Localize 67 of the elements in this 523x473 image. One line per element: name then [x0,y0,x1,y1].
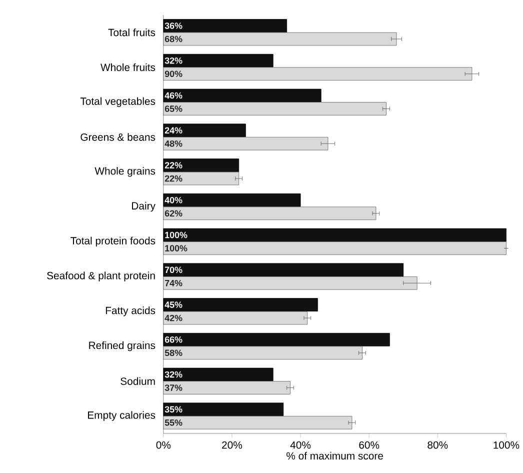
y-tick-label: Total vegetables [80,97,156,107]
bar [163,311,308,325]
y-tick-label: Total fruits [108,28,156,36]
data-label: 70% [165,266,182,273]
y-tick-label: Dairy [132,202,156,212]
data-label: 100% [165,232,188,238]
data-label: 42% [164,314,182,322]
bar [163,32,397,46]
bar [163,368,274,382]
bar [163,416,352,430]
data-label: 55% [164,419,182,426]
x-tick-label: 80% [428,441,448,449]
x-tick-label: 60% [359,441,380,449]
data-label: 66% [164,336,182,343]
x-axis-title: % of maximum score [286,452,383,460]
data-label: 90% [164,70,182,77]
data-label: 22% [164,175,182,182]
bar [163,18,288,32]
data-label: 35% [164,406,182,412]
x-tick-label: 100% [494,441,520,449]
bar [163,102,386,116]
data-label: 62% [164,210,182,216]
y-tick-label: Sodium [120,377,155,385]
y-tick-label: Empty calories [88,411,156,421]
bar [163,380,290,394]
bar [163,206,376,220]
data-label: 24% [164,127,182,134]
data-label: 45% [164,301,182,308]
bar [163,193,301,207]
data-label: 36% [164,22,182,29]
data-label: 65% [164,105,182,112]
bar [163,136,328,150]
data-label: 46% [164,92,182,99]
bar [163,241,506,255]
data-label: 32% [164,57,182,64]
data-label: 74% [165,280,182,286]
y-tick-label: Whole fruits [100,63,156,71]
bar [163,332,390,346]
bar [163,298,318,312]
x-tick-label: 20% [222,441,242,449]
bar [163,88,322,102]
y-tick-label: Fatty acids [106,306,156,316]
y-tick-label: Seafood & plant protein [47,272,155,282]
data-label: 100% [165,244,188,252]
y-tick-label: Greens & beans [80,133,156,141]
data-label: 48% [164,140,182,147]
bar [163,402,284,416]
bar [163,228,506,242]
y-tick-label: Total protein foods [70,236,156,246]
data-label: 37% [164,384,182,391]
bar [163,172,240,186]
x-tick-label: 40% [290,441,311,449]
bar [163,276,418,290]
y-tick-label: Refined grains [89,341,156,351]
data-label: 68% [164,36,182,42]
bar [163,124,246,137]
data-label: 40% [164,196,182,204]
bar [163,263,404,276]
bar [163,346,362,360]
x-tick-label: 0% [156,441,171,449]
bar [163,158,240,172]
bar [163,54,274,68]
data-label: 32% [164,371,182,378]
data-label: 22% [164,162,182,168]
data-label: 58% [164,350,182,356]
y-tick-label: Whole grains [94,166,156,177]
bar [163,67,472,80]
